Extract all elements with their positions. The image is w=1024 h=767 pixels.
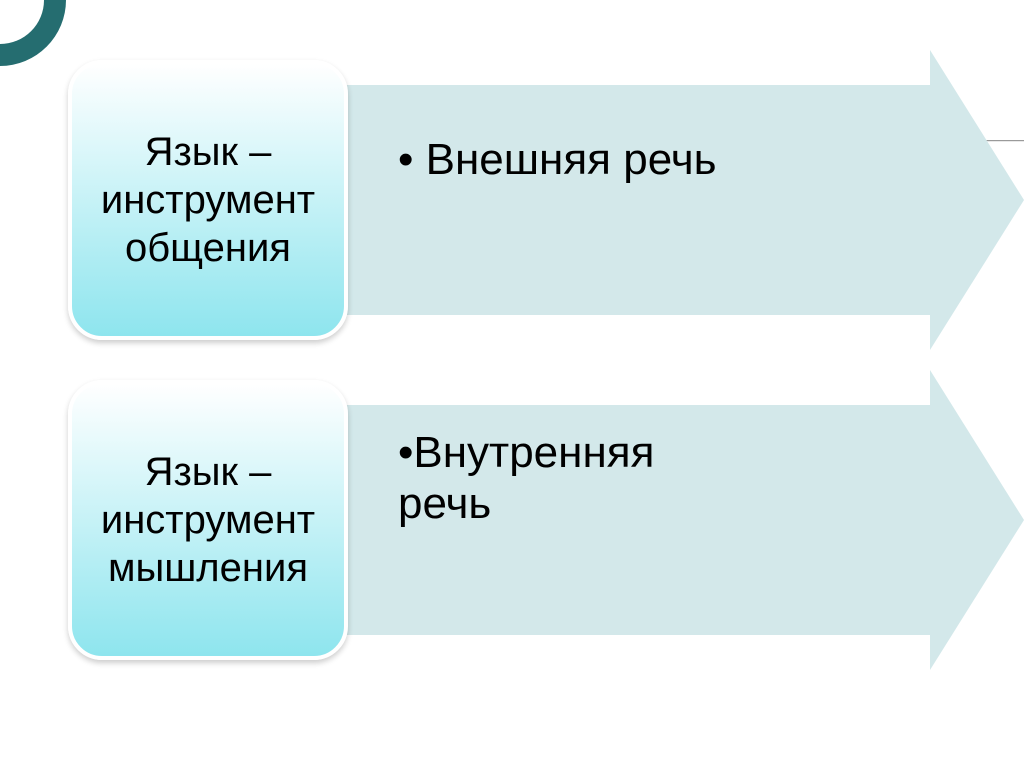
arrow-head-icon <box>930 370 1024 670</box>
bullet-marker-icon: • <box>398 135 413 186</box>
diagram-row: Язык – инструмент общения • Внешняя речь <box>0 60 1024 340</box>
bullet-marker-icon: • <box>398 428 413 479</box>
concept-card: Язык – инструмент общения <box>68 60 348 340</box>
diagram-row: Язык – инструмент мышления •Внутренняя р… <box>0 380 1024 660</box>
bullet-text: Внешняя речь <box>413 135 716 184</box>
concept-card: Язык – инструмент мышления <box>68 380 348 660</box>
concept-card-text: Язык – инструмент общения <box>91 128 325 272</box>
bullet-item: • Внешняя речь <box>398 135 918 186</box>
bullet-item: •Внутренняя речь <box>398 428 918 529</box>
arrow-head-icon <box>930 50 1024 350</box>
concept-card-text: Язык – инструмент мышления <box>91 448 325 592</box>
bullet-text: Внутренняя речь <box>398 428 654 528</box>
